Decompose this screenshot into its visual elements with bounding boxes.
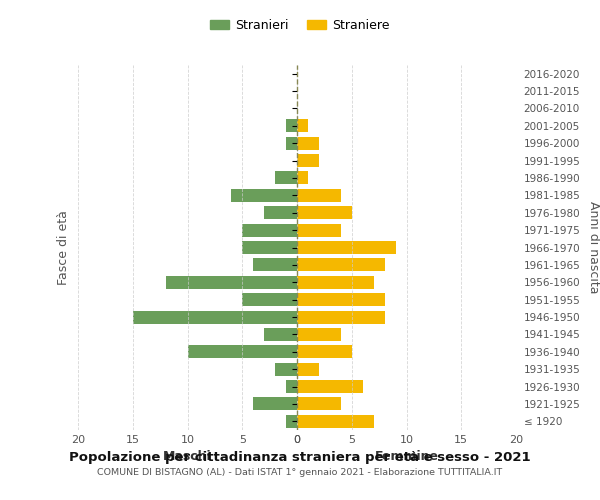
Bar bbox=[242, 224, 297, 236]
Bar bbox=[242, 241, 297, 254]
Bar bbox=[297, 258, 385, 272]
X-axis label: Femmine: Femmine bbox=[374, 450, 439, 464]
Bar bbox=[297, 398, 341, 410]
Bar bbox=[253, 258, 297, 272]
Bar bbox=[297, 276, 374, 289]
Y-axis label: Anni di nascita: Anni di nascita bbox=[587, 201, 600, 294]
Bar bbox=[297, 415, 374, 428]
Bar bbox=[264, 206, 297, 220]
Bar bbox=[275, 172, 297, 184]
Bar bbox=[297, 206, 352, 220]
Bar bbox=[297, 310, 385, 324]
Text: Popolazione per cittadinanza straniera per età e sesso - 2021: Popolazione per cittadinanza straniera p… bbox=[69, 451, 531, 464]
Bar bbox=[297, 120, 308, 132]
Bar bbox=[297, 136, 319, 149]
Bar bbox=[187, 346, 297, 358]
Bar bbox=[297, 293, 385, 306]
Bar bbox=[264, 328, 297, 341]
Bar bbox=[253, 398, 297, 410]
Bar bbox=[286, 415, 297, 428]
Bar bbox=[297, 154, 319, 167]
Bar bbox=[297, 172, 308, 184]
Bar bbox=[166, 276, 297, 289]
Bar bbox=[275, 362, 297, 376]
Bar bbox=[297, 328, 341, 341]
X-axis label: Maschi: Maschi bbox=[163, 450, 212, 464]
Bar bbox=[286, 120, 297, 132]
Bar bbox=[286, 136, 297, 149]
Bar bbox=[297, 224, 341, 236]
Bar bbox=[242, 293, 297, 306]
Y-axis label: Fasce di età: Fasce di età bbox=[56, 210, 70, 285]
Bar bbox=[297, 241, 395, 254]
Bar bbox=[297, 362, 319, 376]
Text: COMUNE DI BISTAGNO (AL) - Dati ISTAT 1° gennaio 2021 - Elaborazione TUTTITALIA.I: COMUNE DI BISTAGNO (AL) - Dati ISTAT 1° … bbox=[97, 468, 503, 477]
Bar bbox=[297, 189, 341, 202]
Bar bbox=[297, 346, 352, 358]
Bar bbox=[232, 189, 297, 202]
Legend: Stranieri, Straniere: Stranieri, Straniere bbox=[205, 14, 395, 37]
Bar bbox=[297, 380, 362, 393]
Bar bbox=[286, 380, 297, 393]
Bar bbox=[133, 310, 297, 324]
